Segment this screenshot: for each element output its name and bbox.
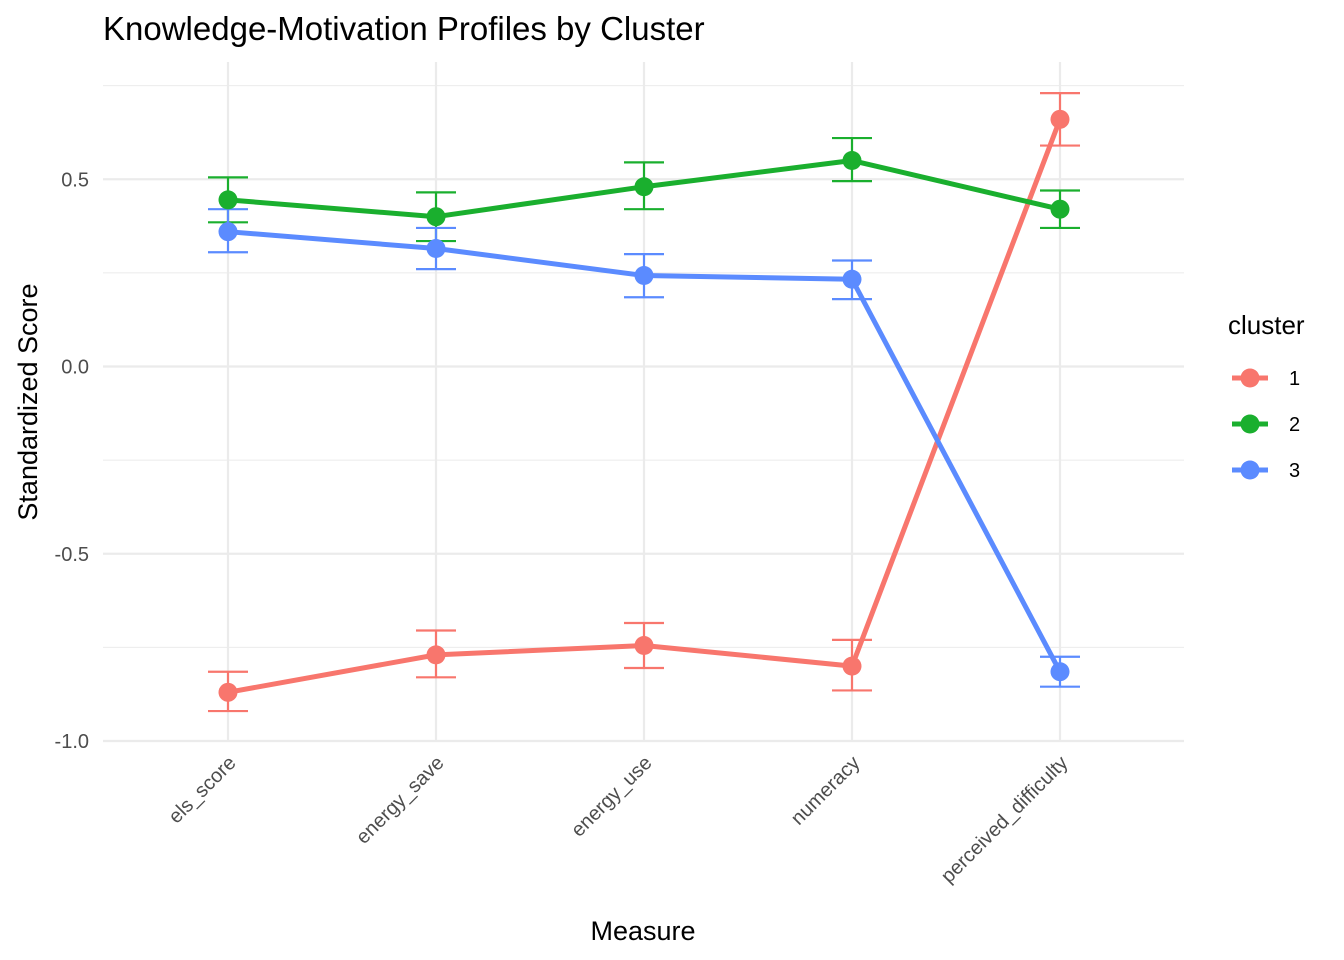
legend-label: 1 xyxy=(1289,368,1300,390)
x-axis-title: Measure xyxy=(590,916,695,946)
y-tick-label: 0.5 xyxy=(61,169,89,191)
data-point-3 xyxy=(218,222,238,242)
data-point-2 xyxy=(426,207,446,227)
y-tick-label: -1.0 xyxy=(55,731,89,753)
y-axis-title: Standardized Score xyxy=(13,283,43,520)
y-axis-ticks: -1.0 -0.5 0.0 0.5 xyxy=(55,169,89,753)
x-tick-label: energy_save xyxy=(352,752,449,849)
error-bars xyxy=(208,92,1080,713)
legend-title: cluster xyxy=(1228,310,1305,340)
x-tick-label: els_score xyxy=(164,752,240,828)
data-points xyxy=(218,109,1070,702)
data-point-3 xyxy=(842,269,862,289)
data-point-1 xyxy=(634,636,654,656)
legend-key-point xyxy=(1240,414,1260,434)
data-point-1 xyxy=(842,656,862,676)
data-point-1 xyxy=(1050,109,1070,129)
data-point-3 xyxy=(1050,662,1070,682)
data-point-1 xyxy=(218,682,238,702)
data-point-2 xyxy=(842,151,862,171)
x-axis-ticks: els_score energy_save energy_use numeracy pe… xyxy=(164,752,1072,888)
data-point-1 xyxy=(426,645,446,665)
y-tick-label: -0.5 xyxy=(55,544,89,566)
legend-label: 2 xyxy=(1289,414,1300,436)
y-tick-label: 0.0 xyxy=(61,357,89,379)
legend: cluster 1 2 3 xyxy=(1228,310,1305,482)
x-tick-label: energy_use xyxy=(567,752,656,841)
legend-item-1: 1 xyxy=(1232,368,1300,390)
x-tick-label: perceived_difficulty xyxy=(937,752,1073,888)
x-tick-label: numeracy xyxy=(787,752,865,830)
legend-item-3: 3 xyxy=(1232,460,1300,482)
chart-title: Knowledge-Motivation Profiles by Cluster xyxy=(103,10,705,47)
legend-key-point xyxy=(1240,460,1260,480)
legend-label: 3 xyxy=(1289,460,1300,482)
data-point-2 xyxy=(1050,199,1070,219)
legend-key-point xyxy=(1240,368,1260,388)
legend-item-2: 2 xyxy=(1232,414,1300,436)
data-point-3 xyxy=(426,239,446,259)
data-point-2 xyxy=(634,177,654,197)
data-point-3 xyxy=(634,265,654,285)
data-point-2 xyxy=(218,190,238,210)
